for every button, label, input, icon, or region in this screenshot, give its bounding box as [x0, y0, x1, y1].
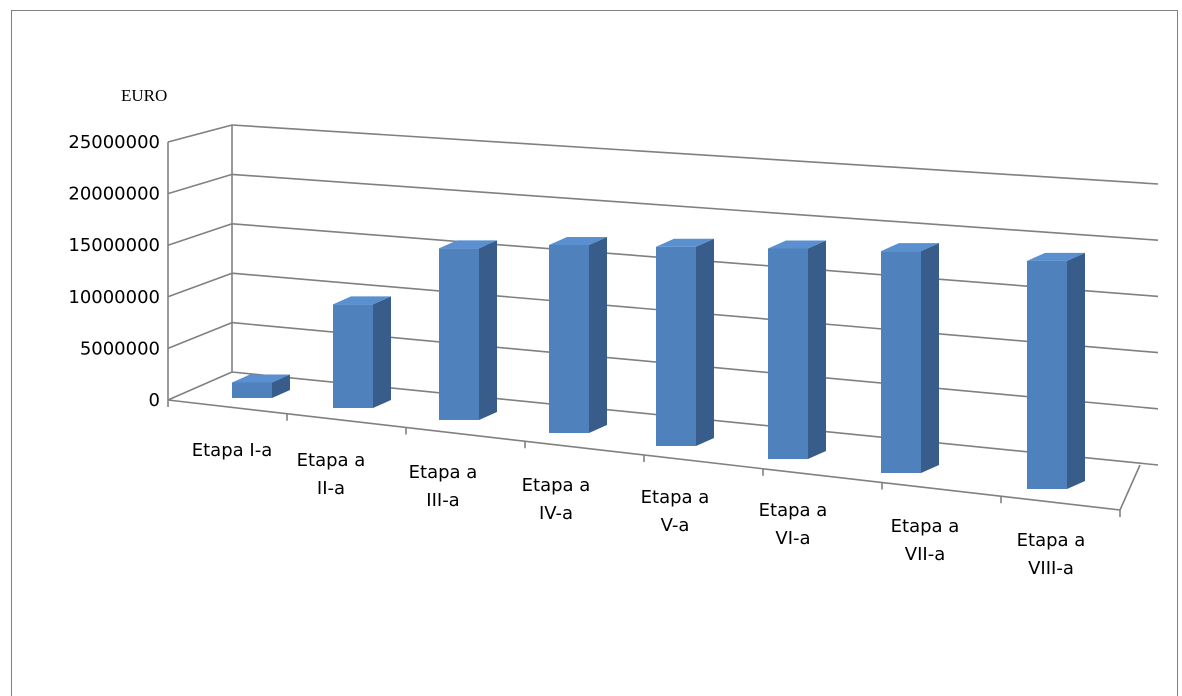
x-category-label: Etapa a VIII-a	[1017, 530, 1086, 579]
x-category-label: Etapa a VI-a	[759, 500, 828, 549]
bar	[768, 240, 826, 459]
x-category-label-line: Etapa a	[759, 500, 828, 521]
bar-side-face	[479, 240, 497, 420]
x-category-label: Etapa a IV-a	[522, 475, 591, 524]
gridline	[231, 173, 1159, 241]
y-tick-label: 10000000	[68, 287, 160, 308]
gridline-side	[167, 124, 233, 143]
y-tick-label: 25000000	[68, 132, 160, 153]
gridline	[231, 124, 1159, 185]
floor-right-edge	[1119, 464, 1141, 511]
bar-top-face	[1027, 252, 1085, 261]
bar-front-face	[881, 251, 921, 473]
y-axis-unit-label: EURO	[121, 86, 167, 105]
bar	[333, 296, 391, 408]
gridline-side	[167, 321, 233, 350]
bar-front-face	[439, 248, 479, 420]
bar-front-face	[768, 248, 808, 459]
bar	[656, 238, 714, 446]
y-tick-label: 15000000	[68, 235, 160, 256]
x-category-label-line: VII-a	[905, 544, 945, 565]
bar-front-face	[333, 304, 373, 408]
bar	[881, 243, 939, 473]
bar-top-face	[768, 240, 826, 249]
bar-top-face	[549, 237, 607, 246]
x-category-label-line: VI-a	[775, 528, 810, 549]
y-tick-label: 5000000	[80, 338, 160, 359]
bar-top-face	[439, 240, 497, 249]
bar-top-face	[232, 374, 290, 383]
y-tick-label: 20000000	[68, 184, 160, 205]
x-category-labels: Etapa I-a Etapa a II-a Etapa a III-a Etapa a I…	[192, 440, 1086, 579]
x-category-label: Etapa a VII-a	[891, 516, 960, 565]
y-tick-label: 0	[149, 390, 160, 411]
bar-top-face	[333, 296, 391, 305]
bars	[232, 237, 1085, 489]
bar	[439, 240, 497, 420]
bar	[1027, 252, 1085, 489]
bar-top-face	[656, 238, 714, 247]
bar-top-face	[881, 243, 939, 252]
bar-side-face	[373, 296, 391, 408]
bar-front-face	[232, 382, 272, 398]
y-tick-labels: 0 5000000 10000000 15000000 20000000 25000000	[68, 132, 160, 411]
x-category-label-line: II-a	[317, 478, 345, 499]
bar	[549, 237, 607, 433]
bar-front-face	[656, 246, 696, 446]
bar-side-face	[921, 243, 939, 473]
x-category-label-line: V-a	[661, 515, 690, 536]
x-category-label-line: IV-a	[539, 503, 573, 524]
x-category-label: Etapa a II-a	[297, 450, 366, 499]
x-category-label: Etapa a V-a	[641, 487, 710, 536]
bar-side-face	[272, 374, 290, 398]
x-category-label-line: Etapa a	[409, 462, 478, 483]
x-category-label-line: III-a	[426, 490, 459, 511]
gridline-side	[167, 371, 233, 401]
axes	[167, 125, 1141, 517]
bar-side-face	[1067, 252, 1085, 489]
bar-side-face	[589, 237, 607, 433]
gridline-side	[167, 223, 233, 246]
gridline-side	[167, 272, 233, 298]
x-category-label: Etapa I-a	[192, 440, 272, 461]
x-category-label-line: Etapa I-a	[192, 440, 272, 461]
x-category-label-line: Etapa a	[1017, 530, 1086, 551]
x-category-label-line: Etapa a	[641, 487, 710, 508]
x-category-label-line: Etapa a	[891, 516, 960, 537]
bar-side-face	[808, 240, 826, 459]
bar	[232, 374, 290, 398]
x-category-label: Etapa a III-a	[409, 462, 478, 511]
x-category-label-line: VIII-a	[1028, 558, 1074, 579]
gridline-side	[167, 173, 233, 195]
bar-front-face	[549, 245, 589, 433]
bar-front-face	[1027, 260, 1067, 489]
bar-side-face	[696, 238, 714, 446]
x-category-label-line: Etapa a	[522, 475, 591, 496]
x-category-label-line: Etapa a	[297, 450, 366, 471]
